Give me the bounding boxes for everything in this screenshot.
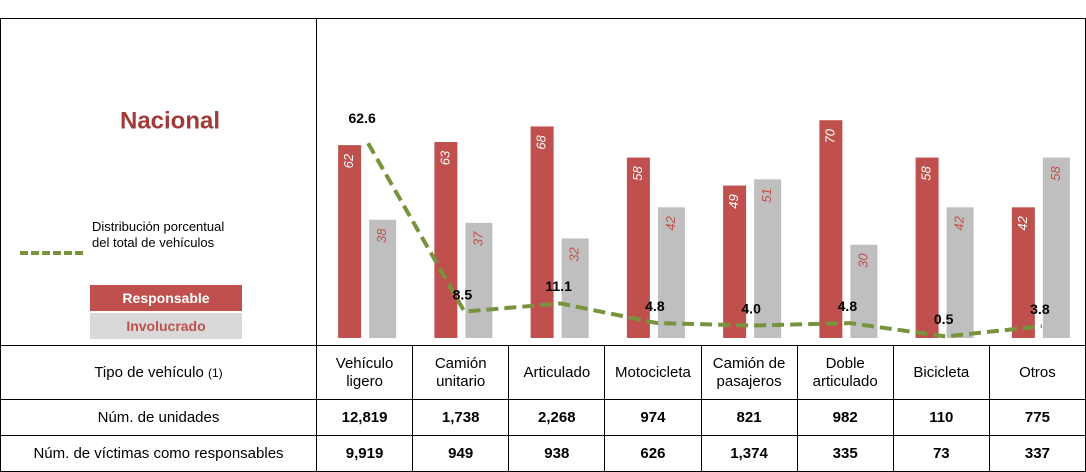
data-label: 30 bbox=[855, 253, 870, 268]
table-cell: 982 bbox=[796, 399, 894, 436]
table-cell: 2,268 bbox=[508, 399, 606, 436]
category-label: Vehículo ligero bbox=[315, 345, 414, 400]
data-label: 8.5 bbox=[453, 286, 473, 302]
data-label: 4.0 bbox=[741, 300, 761, 316]
bar bbox=[1011, 207, 1035, 338]
table-cell: 775 bbox=[988, 399, 1086, 436]
data-label: 58 bbox=[630, 166, 645, 181]
bar bbox=[369, 219, 397, 338]
bar bbox=[915, 157, 939, 338]
data-label: 63 bbox=[437, 150, 452, 165]
table-cell: 1,738 bbox=[412, 399, 510, 436]
category-label: Otros bbox=[988, 345, 1086, 400]
bar bbox=[434, 142, 458, 338]
data-label: 0.5 bbox=[934, 311, 954, 327]
category-label: Bicicleta bbox=[892, 345, 990, 400]
table-row: Núm. de víctimas como responsables 9,919 9… bbox=[0, 435, 1086, 472]
data-label: 58 bbox=[919, 166, 934, 181]
data-label: 70 bbox=[822, 128, 837, 143]
chart: Nacional 62 63 68 58 49 70 58 42 38 37 32 42 51 30 42 5… bbox=[0, 18, 1086, 346]
data-label: 11.1 bbox=[545, 278, 572, 294]
table-cell: 12,819 bbox=[315, 399, 414, 436]
data-table: Tipo de vehículo (1) Vehículo ligero Camió… bbox=[0, 345, 1086, 472]
category-label: Motocicleta bbox=[604, 345, 702, 400]
table-cell: 1,374 bbox=[700, 435, 798, 472]
data-label: 62.6 bbox=[349, 110, 376, 126]
category-label: Camión unitario bbox=[412, 345, 510, 400]
table-row: Núm. de unidades 12,819 1,738 2,268 974 821 98… bbox=[0, 399, 1086, 436]
legend-label: Responsable bbox=[90, 285, 242, 311]
header-note: (1) bbox=[208, 365, 223, 380]
data-label: 51 bbox=[759, 188, 774, 202]
bar bbox=[946, 207, 974, 338]
bar bbox=[819, 120, 843, 338]
table-cell: 9,919 bbox=[315, 435, 414, 472]
table-cell: 626 bbox=[604, 435, 702, 472]
table-cell: 110 bbox=[892, 399, 990, 436]
data-label: 4.8 bbox=[838, 298, 858, 314]
bar bbox=[561, 238, 589, 338]
data-label: 38 bbox=[374, 228, 389, 243]
bar bbox=[530, 126, 554, 338]
category-label: Doble articulado bbox=[796, 345, 894, 400]
data-label: 58 bbox=[1048, 166, 1063, 181]
bar bbox=[465, 222, 493, 338]
category-label: Articulado bbox=[508, 345, 606, 400]
table-cell: 335 bbox=[796, 435, 894, 472]
data-label: 68 bbox=[534, 134, 549, 149]
data-label: 4.8 bbox=[645, 298, 665, 314]
table-cell: 949 bbox=[412, 435, 510, 472]
data-label: 3.8 bbox=[1030, 301, 1050, 317]
table-cell: 974 bbox=[604, 399, 702, 436]
legend-label: Distribución porcentual del total de veh… bbox=[92, 219, 225, 250]
table-cell: 73 bbox=[892, 435, 990, 472]
table-cell: 821 bbox=[700, 399, 798, 436]
bar bbox=[657, 207, 685, 338]
data-label: 42 bbox=[663, 215, 678, 230]
data-label: 37 bbox=[470, 231, 485, 246]
row-label: Núm. de unidades bbox=[0, 399, 317, 436]
header-row: Tipo de vehículo (1) Vehículo ligero Camió… bbox=[0, 345, 1086, 400]
row-label: Núm. de víctimas como responsables bbox=[0, 435, 317, 472]
header-label: Tipo de vehículo bbox=[94, 363, 204, 381]
legend-label: Involucrado bbox=[90, 313, 242, 339]
category-label: Camión de pasajeros bbox=[700, 345, 798, 400]
data-label: 62 bbox=[341, 153, 356, 168]
bar bbox=[626, 157, 650, 338]
bar bbox=[754, 179, 782, 338]
line bbox=[366, 142, 1043, 339]
table-cell: 938 bbox=[508, 435, 606, 472]
chart-title: Nacional bbox=[120, 107, 220, 134]
data-label: 42 bbox=[952, 215, 967, 230]
data-label: 49 bbox=[726, 194, 741, 208]
table-cell: 337 bbox=[988, 435, 1086, 472]
bar bbox=[723, 185, 747, 338]
data-label: 42 bbox=[1015, 215, 1030, 230]
data-label: 32 bbox=[567, 246, 582, 261]
header-cell: Tipo de vehículo (1) bbox=[0, 345, 317, 400]
bar bbox=[1042, 157, 1070, 338]
bar bbox=[338, 145, 362, 338]
